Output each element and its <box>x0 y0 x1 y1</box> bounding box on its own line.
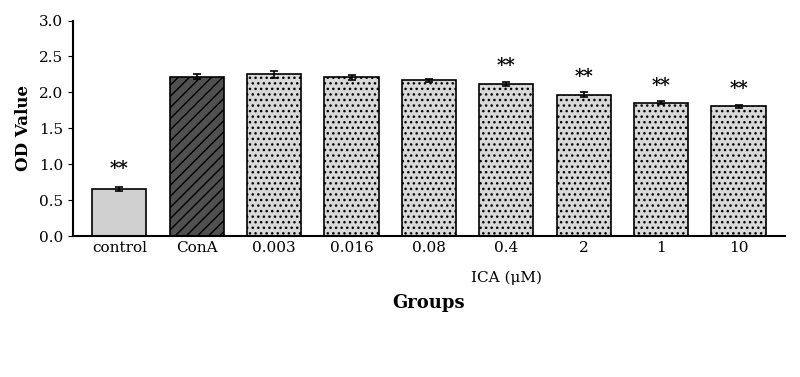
Y-axis label: OD Value: OD Value <box>15 86 32 172</box>
Bar <box>557 95 611 236</box>
Text: **: ** <box>729 80 748 98</box>
Bar <box>170 77 224 236</box>
Text: **: ** <box>574 68 593 86</box>
Text: **: ** <box>110 160 129 178</box>
Text: **: ** <box>497 57 516 75</box>
Bar <box>402 80 456 236</box>
Text: **: ** <box>652 77 670 95</box>
Text: Groups: Groups <box>393 294 466 312</box>
Bar <box>479 84 534 236</box>
Bar <box>325 77 378 236</box>
Bar <box>247 75 302 236</box>
Text: ICA (μM): ICA (μM) <box>471 271 542 285</box>
Bar <box>711 106 766 236</box>
Bar <box>92 189 146 236</box>
Bar <box>634 103 688 236</box>
